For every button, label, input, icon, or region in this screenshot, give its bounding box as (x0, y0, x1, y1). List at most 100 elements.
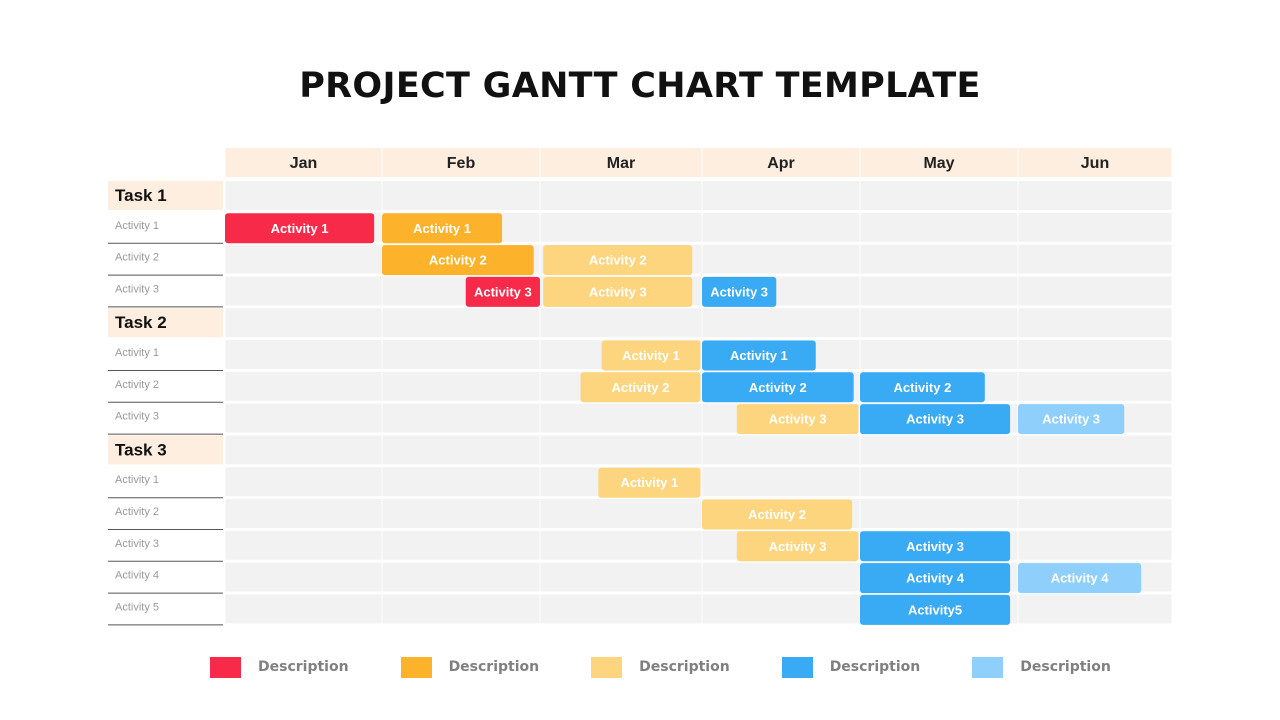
grid-cell (225, 403, 382, 433)
legend-swatch (972, 656, 1004, 678)
month-header-cell (540, 148, 702, 177)
grid-cell (860, 244, 1018, 274)
gantt-bar (736, 531, 859, 562)
legend-swatch (400, 656, 432, 678)
bar-label: Activity 3 (769, 539, 827, 554)
gantt-bar (860, 563, 1011, 594)
bar-label: Activity 1 (620, 475, 678, 490)
activity-label: Activity 2 (115, 379, 159, 391)
grid-cell (382, 467, 540, 497)
task-label: Task 1 (115, 186, 167, 205)
month-label: Jun (1081, 155, 1109, 172)
task-label-bg (108, 181, 223, 210)
grid-cell (225, 499, 382, 528)
grid-cell (382, 308, 540, 338)
grid-cell (225, 594, 382, 624)
grid-cell (702, 562, 860, 592)
grid-cell (702, 181, 860, 210)
grid-cell (1018, 276, 1172, 306)
activity-label: Activity 3 (115, 411, 159, 423)
month-header-cell (1018, 148, 1172, 177)
gantt-bar (860, 404, 1011, 435)
grid-cell (1018, 181, 1172, 210)
legend-item: Description (781, 656, 921, 678)
grid-cell (382, 371, 540, 401)
grid-cell (225, 562, 382, 592)
gantt-bar (465, 276, 540, 307)
grid-cell (225, 371, 382, 401)
legend-swatch (781, 656, 813, 678)
bar-label: Activity 2 (749, 380, 807, 395)
legend-swatch (210, 656, 241, 678)
grid-cell (1018, 340, 1172, 369)
grid-cell (1018, 467, 1172, 497)
legend-item: Description (400, 656, 539, 678)
grid-cell (1018, 594, 1172, 624)
month-label: Mar (607, 155, 635, 172)
task-label: Task 3 (115, 440, 167, 459)
grid-cell (1018, 530, 1172, 560)
grid-cell (540, 499, 702, 528)
page-title: PROJECT GANTT CHART TEMPLATE (299, 66, 981, 106)
grid-cell (225, 276, 382, 306)
month-label: Feb (447, 155, 476, 172)
legend-swatch (591, 656, 623, 678)
bar-label: Activity 1 (622, 348, 680, 363)
bar-label: Activity 1 (730, 348, 788, 363)
task-label-bg (108, 308, 223, 338)
grid-cell (225, 530, 382, 560)
grid-cell (225, 435, 382, 465)
gantt-bar (601, 340, 701, 371)
gantt-bar (543, 245, 693, 276)
bar-label: Activity 3 (1042, 412, 1100, 427)
grid-cell (225, 181, 382, 210)
activity-label: Activity 3 (115, 538, 159, 550)
grid-cell (702, 594, 860, 624)
activity-label: Activity 1 (115, 347, 159, 359)
grid-cell (702, 212, 860, 242)
bar-label: Activity 2 (612, 380, 670, 395)
bar-label: Activity 2 (894, 380, 952, 395)
task-label-bg (108, 435, 223, 465)
activity-label: Activity 2 (115, 506, 159, 518)
grid-cell (860, 340, 1018, 369)
bar-label: Activity 3 (906, 412, 964, 427)
activity-label: Activity 3 (115, 283, 159, 295)
legend-item: Description (591, 656, 730, 678)
grid-cell (860, 308, 1018, 338)
activity-label: Activity 1 (115, 220, 159, 232)
grid-cell (860, 276, 1018, 306)
grid-cell (540, 562, 702, 592)
month-header-cell (225, 148, 382, 177)
grid-cell (702, 308, 860, 338)
grid-cell (702, 244, 860, 274)
gantt-bar (1018, 563, 1142, 594)
grid-cell (1018, 244, 1172, 274)
gantt-bar (382, 213, 503, 244)
gantt-bar (225, 213, 375, 244)
bar-label: Activity 2 (589, 253, 647, 268)
legend-text: Description (639, 659, 730, 675)
grid-cell (1018, 308, 1172, 338)
grid-cell (540, 181, 702, 210)
grid-cell (225, 244, 382, 274)
grid-cell (382, 530, 540, 560)
legend-text: Description (829, 659, 921, 675)
month-label: Jan (290, 155, 318, 172)
grid-cell (540, 212, 702, 242)
bar-label: Activity 1 (271, 221, 329, 236)
activity-label: Activity 4 (115, 570, 159, 582)
grid-cell (540, 308, 702, 338)
bar-label: Activity 2 (748, 507, 806, 522)
grid-cell (225, 308, 382, 338)
legend-text: Description (1020, 659, 1111, 675)
month-header-cell (860, 148, 1018, 177)
activity-label: Activity 5 (115, 601, 159, 613)
gantt-bar (598, 467, 701, 498)
bar-label: Activity 1 (413, 221, 471, 236)
gantt-bar (860, 372, 985, 403)
month-label: Apr (767, 155, 795, 172)
grid-cell (382, 181, 540, 210)
grid-cell (540, 403, 702, 433)
grid-cell (1018, 371, 1172, 401)
